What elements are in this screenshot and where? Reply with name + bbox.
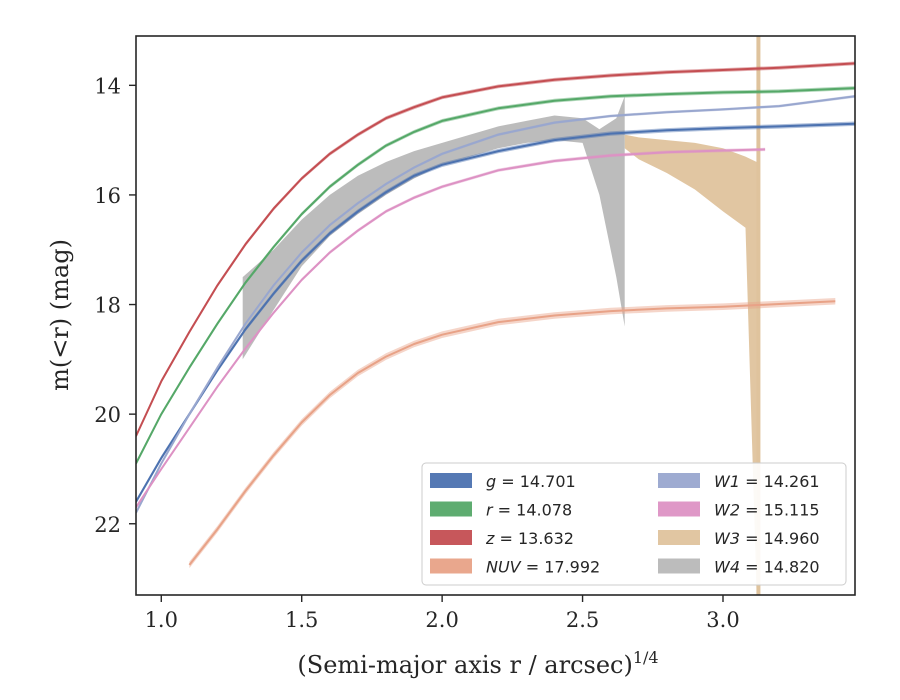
x-tick-label: 3.0 bbox=[706, 608, 739, 632]
series-nuv-line bbox=[188, 300, 836, 566]
series-w3-vertical-band bbox=[756, 36, 761, 595]
series-z-line bbox=[136, 62, 855, 437]
x-axis-label: (Semi-major axis r / arcsec)1/4 bbox=[297, 648, 658, 679]
series-w3-band bbox=[624, 134, 757, 595]
x-axis-label-text: (Semi-major axis r / arcsec) bbox=[297, 651, 632, 679]
series-w1-line bbox=[136, 95, 855, 514]
legend-swatch-w4 bbox=[658, 558, 700, 574]
y-tick-label: 14 bbox=[94, 74, 121, 98]
plot-frame bbox=[135, 35, 856, 596]
legend-swatch-g bbox=[430, 473, 472, 488]
y-axis-label: m(<r) (mag) bbox=[46, 239, 74, 391]
x-axis-label-exponent: 1/4 bbox=[633, 648, 659, 667]
x-tick-label: 1.0 bbox=[145, 608, 178, 632]
legend: g = 14.701 r = 14.078 z = 13.632 NUV = 17.9… bbox=[421, 462, 847, 586]
legend-label-w2: W2 = 15.115 bbox=[714, 501, 820, 520]
data-layer bbox=[136, 36, 855, 595]
x-tick-label: 2.0 bbox=[425, 608, 458, 632]
y-tick-label: 16 bbox=[94, 184, 121, 208]
legend-label-r: r = 14.078 bbox=[486, 501, 572, 520]
series-w2-line bbox=[136, 148, 766, 508]
x-tick-label: 1.5 bbox=[285, 608, 318, 632]
legend-label-g: g = 14.701 bbox=[486, 472, 576, 491]
y-tick-label: 18 bbox=[94, 294, 121, 318]
legend-label-w1: W1 = 14.261 bbox=[714, 472, 820, 491]
legend-label-z: z = 13.632 bbox=[485, 529, 574, 548]
x-axis: 1.0 1.5 2.0 2.5 3.0 bbox=[145, 595, 740, 632]
y-axis: 14 16 18 20 22 bbox=[94, 74, 136, 537]
y-tick-label: 22 bbox=[94, 513, 121, 537]
legend-swatch-w2 bbox=[658, 501, 700, 517]
legend-swatch-r bbox=[430, 501, 472, 517]
legend-label-nuv: NUV = 17.992 bbox=[486, 558, 600, 577]
series-w2-envelope bbox=[136, 147, 766, 510]
legend-swatch-w1 bbox=[658, 473, 700, 488]
legend-swatch-nuv bbox=[430, 558, 472, 574]
series-w4-band bbox=[242, 96, 625, 360]
series-g-line bbox=[136, 122, 855, 503]
series-r-line bbox=[136, 87, 855, 464]
legend-box bbox=[421, 462, 847, 586]
legend-label-w4: W4 = 14.820 bbox=[714, 558, 820, 577]
x-tick-label: 2.5 bbox=[566, 608, 599, 632]
legend-label-w3: W3 = 14.960 bbox=[714, 529, 820, 548]
legend-swatch-w3 bbox=[658, 530, 700, 545]
y-tick-label: 20 bbox=[94, 403, 121, 427]
legend-swatch-z bbox=[430, 530, 472, 545]
